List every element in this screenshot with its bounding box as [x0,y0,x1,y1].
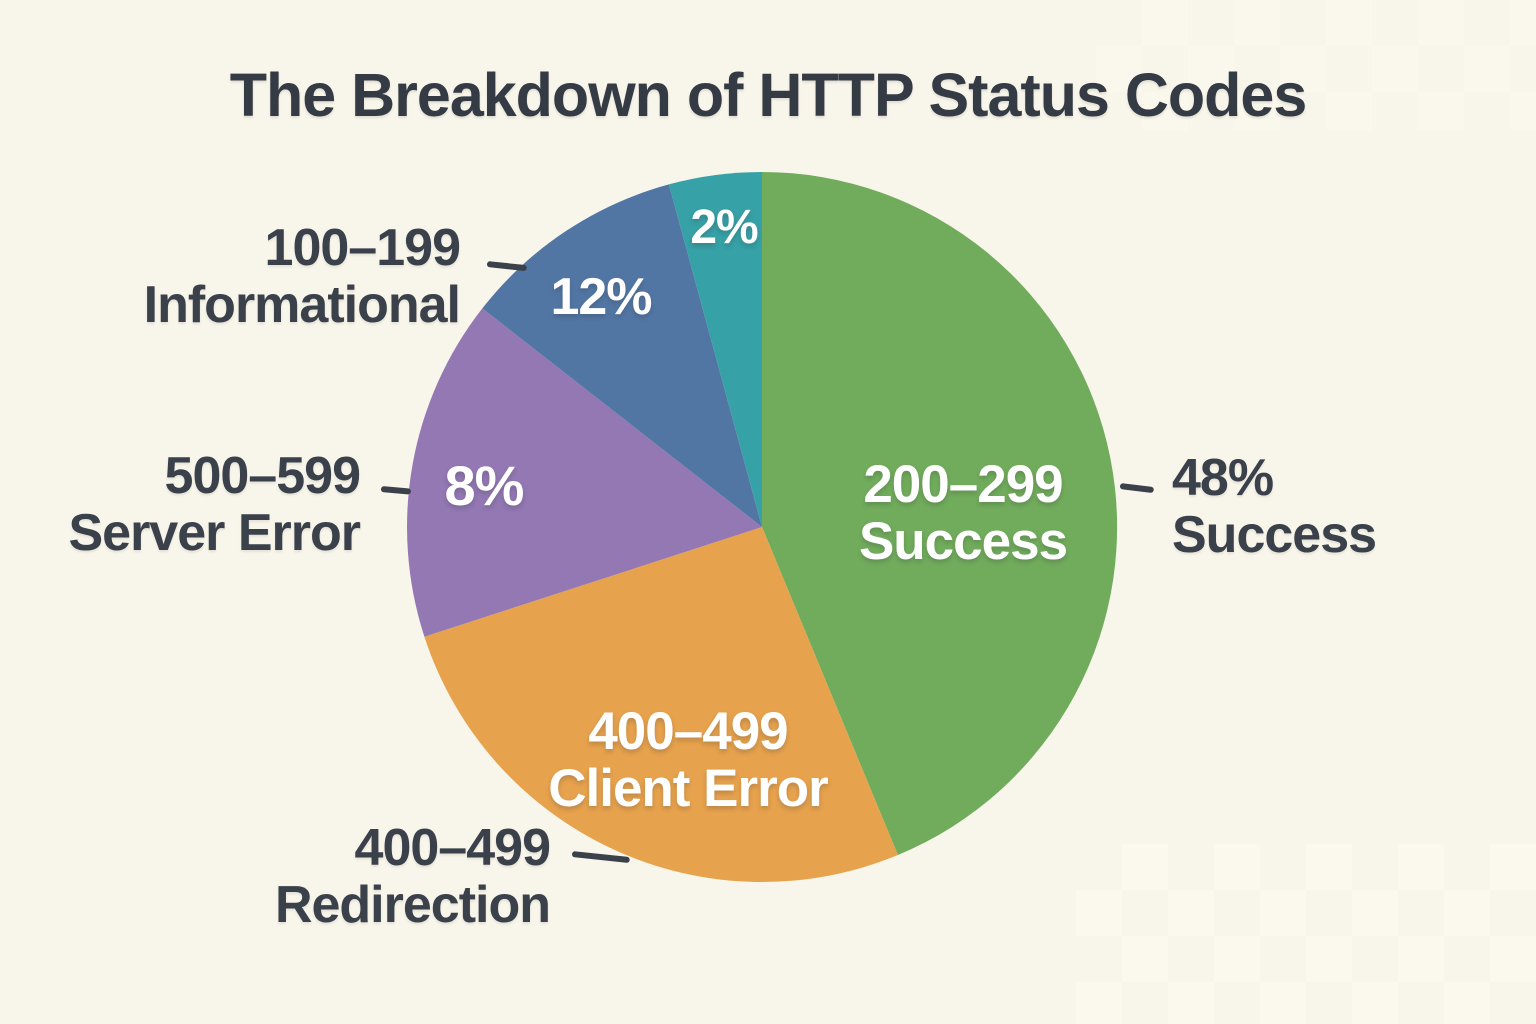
slice-label-client-error: 400–499 Client Error [548,701,829,818]
callout-informational: 100–199 Informational [143,219,461,335]
pie-slice-server-error [407,308,762,637]
pie-slice-client-error [424,527,898,883]
slice-label-teal-percent: 2% [690,201,758,255]
slice-label-informational-percent: 12% [550,267,652,326]
slice-label-server-error-percent: 8% [444,453,525,517]
callout-redirection: 400–499 Redirection [274,819,551,935]
callout-server-error: 500–599 Server Error [68,447,361,563]
chart-title: The Breakdown of HTTP Status Codes [229,61,1308,129]
slice-label-success: 200–299 Success [858,454,1068,571]
pie-slice-success [762,171,1118,855]
pie-slice-informational [482,184,762,527]
pie-slice-slice-4 [668,172,762,527]
callout-success: 48% Success [1172,449,1377,565]
